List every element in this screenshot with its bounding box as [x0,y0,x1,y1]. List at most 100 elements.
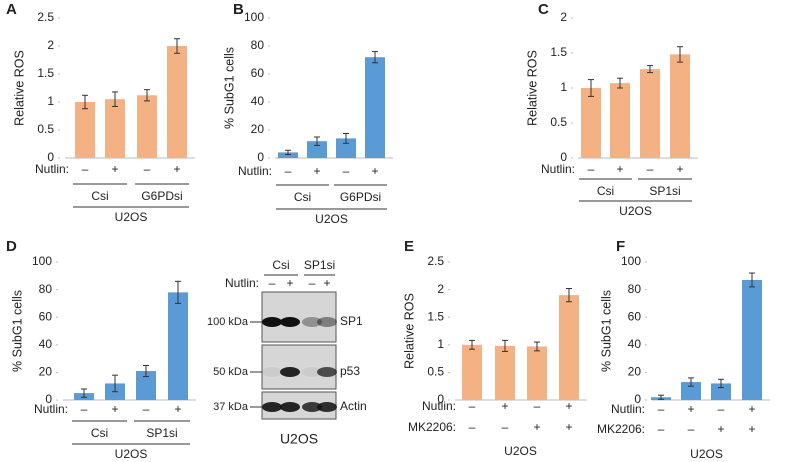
condition-value: – [81,402,88,416]
y-tick-label: 0 [257,150,264,164]
condition-value: + [565,399,572,413]
bar [681,382,701,400]
y-tick-label: 100 [621,254,641,268]
y-tick-label: 1 [437,337,444,351]
y-tick-label: 100 [32,254,52,268]
condition-value: – [285,164,292,178]
blot-condition: Nutlin: [225,276,259,290]
bar [670,54,690,158]
bar [168,292,188,400]
cell-line: U2OS [315,212,348,226]
condition-value: + [111,162,118,176]
bar [365,57,385,159]
y-tick-label: 2.5 [37,10,54,24]
blot-protein: Actin [340,399,367,413]
y-axis-label: Relative ROS [12,50,26,126]
blot-band [317,367,337,377]
blot-panel [261,291,337,343]
condition-value: + [174,402,181,416]
bar [105,99,125,158]
blot-cell-line: U2OS [280,431,318,447]
blot-condition-value: – [269,276,276,290]
condition-name: MK2206: [408,420,456,434]
bar [610,83,630,158]
condition-value: – [144,162,151,176]
condition-value: – [647,162,654,176]
y-tick-label: 1.5 [37,66,54,80]
condition-value: – [82,162,89,176]
blot-marker: 37 kDa [213,401,249,413]
cell-line: U2OS [115,447,148,461]
condition-value: – [658,402,665,416]
blot-band [262,367,282,377]
blot-panel [261,344,337,390]
y-tick-label: 80 [628,282,642,296]
y-tick-label: 1.5 [427,309,444,323]
panel-label: C [538,1,549,18]
condition-value: + [501,399,508,413]
y-tick-label: 1 [47,94,54,108]
bar [559,295,579,400]
y-tick-label: 0 [560,150,567,164]
y-tick-label: 0.5 [37,122,54,136]
blot-band [280,317,300,327]
group-label: Csi [91,426,108,440]
condition-value: – [502,420,509,434]
y-tick-label: 80 [251,38,265,52]
condition-name: Nutlin: [238,164,272,178]
condition-name: Nutlin: [422,399,456,413]
condition-value: – [534,399,541,413]
condition-name: Nutlin: [611,402,645,416]
group-label: SP1si [146,426,177,440]
bar [495,345,515,400]
bar [742,279,762,400]
blot-band [302,317,322,327]
y-tick-label: 0 [634,392,641,406]
condition-value: + [687,402,694,416]
group-label: Csi [91,189,108,203]
condition-name: Nutlin: [34,402,68,416]
cell-line: U2OS [619,204,652,218]
y-tick-label: 2 [560,10,567,24]
panel-label: D [6,238,17,255]
y-tick-label: 40 [251,94,265,108]
y-axis-label: % SubG1 cells [222,47,236,129]
blot-protein: p53 [340,364,360,378]
blot-marker: 100 kDa [207,316,249,328]
blot-group: Csi [272,258,289,272]
blot-band [302,402,322,412]
blot-condition-value: + [286,276,293,290]
condition-name: Nutlin: [35,162,69,176]
group-label: Csi [294,190,311,204]
group-label: G6PDsi [340,190,381,204]
condition-value: – [469,420,476,434]
blot-band [317,402,337,412]
y-tick-label: 1 [560,80,567,94]
y-tick-label: 0.5 [427,365,444,379]
condition-value: + [533,420,540,434]
condition-value: + [676,162,683,176]
bar [136,371,156,400]
bar [640,69,660,158]
y-tick-label: 0 [437,392,444,406]
group-label: Csi [597,184,614,198]
y-tick-label: 0.5 [550,115,567,129]
bar [462,344,482,400]
condition-name: MK2206: [597,422,645,436]
condition-value: + [748,402,755,416]
y-tick-label: 40 [628,337,642,351]
group-label: G6PDsi [141,189,182,203]
y-tick-label: 60 [628,309,642,323]
y-tick-label: 100 [244,10,264,24]
bar [137,95,157,158]
panel-label: B [233,1,244,18]
blot-condition-value: – [309,276,316,290]
condition-value: + [173,162,180,176]
condition-value: + [565,420,572,434]
blot-band [262,317,282,327]
blot-protein: SP1 [340,314,363,328]
condition-value: + [616,162,623,176]
y-tick-label: 60 [251,66,265,80]
condition-value: – [469,399,476,413]
